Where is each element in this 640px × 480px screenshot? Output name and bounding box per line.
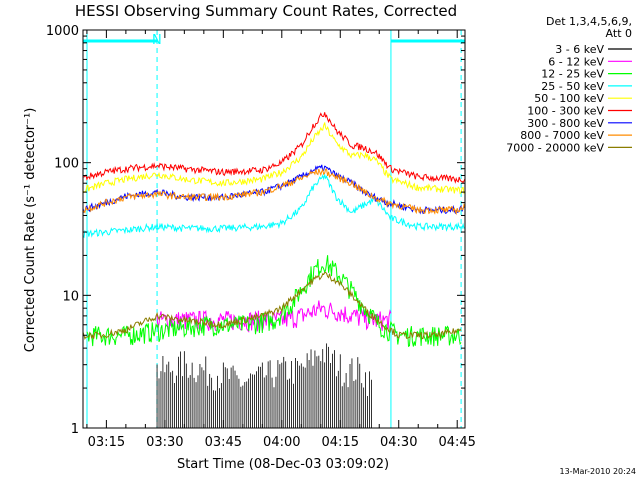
- timestamp: 13-Mar-2010 20:24: [560, 467, 637, 476]
- series-3-6-kev: [156, 343, 372, 428]
- series-line: [82, 164, 466, 215]
- series-25-50-kev: [82, 172, 466, 239]
- legend-entry-label: 6 - 12 keV: [548, 55, 604, 68]
- y-tick-label: 100: [54, 157, 79, 172]
- axis-ticks: 1 10 100 1000 03:15 03:30 03:45 04:00 04:15 04:30…: [46, 24, 476, 450]
- x-tick-label: 03:45: [205, 435, 242, 450]
- y-tick-label: 10: [62, 289, 79, 304]
- x-tick-label: 04:30: [380, 435, 417, 450]
- legend-header-line2: Att 0: [606, 27, 632, 40]
- annotation-n: N: [152, 33, 162, 48]
- x-tick-label: 04:45: [438, 435, 475, 450]
- legend-entry-label: 7000 - 20000 keV: [506, 141, 604, 154]
- series-layer: [82, 112, 466, 428]
- legend-entry-label: 300 - 800 keV: [527, 117, 604, 130]
- series-line: [82, 172, 466, 239]
- series-7000-20000-kev: [82, 271, 462, 340]
- legend-entry-label: 3 - 6 keV: [555, 43, 604, 56]
- series-300-800-kev: [82, 164, 466, 215]
- x-tick-label: 04:00: [263, 435, 300, 450]
- series-100-300-kev: [82, 112, 466, 184]
- y-tick-label: 1000: [46, 24, 79, 39]
- x-tick-label: 04:15: [322, 435, 359, 450]
- series-line: [82, 168, 466, 216]
- legend-entry-label: 12 - 25 keV: [541, 68, 604, 81]
- legend-entry-label: 100 - 300 keV: [527, 105, 604, 118]
- x-tick-label: 03:30: [146, 435, 183, 450]
- series-line: [82, 271, 462, 340]
- y-tick-label: 1: [71, 422, 79, 437]
- legend-header-line1: Det 1,3,4,5,6,9,: [546, 15, 632, 28]
- plot-frame: [82, 29, 466, 429]
- y-axis-label: Corrected Count Rate (s⁻¹ detector⁻¹): [23, 108, 38, 353]
- x-axis-label: Start Time (08-Dec-03 03:09:02): [177, 457, 389, 472]
- legend-entry-label: 25 - 50 keV: [541, 80, 604, 93]
- series-12-25-kev: [86, 255, 462, 348]
- observing-bars: [83, 30, 465, 428]
- series-50-100-kev: [82, 122, 466, 195]
- x-tick-label: 03:15: [88, 435, 125, 450]
- series-line: [82, 122, 466, 195]
- chart-title: HESSI Observing Summary Count Rates, Cor…: [75, 2, 457, 20]
- series-800-7000-kev: [82, 168, 466, 216]
- series-line: [82, 112, 466, 184]
- legend-entry-label: 800 - 7000 keV: [520, 129, 604, 142]
- series-line: [86, 255, 462, 348]
- legend-entry-label: 50 - 100 keV: [534, 92, 604, 105]
